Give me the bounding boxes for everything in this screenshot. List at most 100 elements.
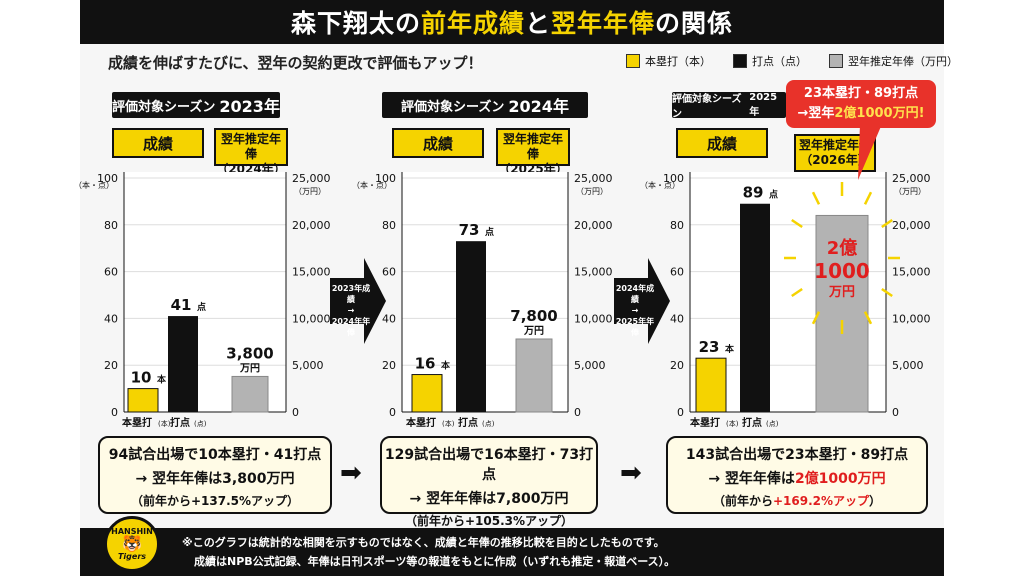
transition-arrow-text-1: 2023年成績 → 2024年年俸 [330,283,372,338]
data-label-home-runs: 23 [699,338,720,356]
category-unit: (本) [726,419,739,428]
right-axis-unit: （万円） [294,187,326,196]
next-arrow-icon: ➡ [340,458,362,488]
category-label-rbi: 打点 [170,416,190,429]
transition-arrow-text-2: 2024年成績 → 2025年年俸 [614,283,656,338]
salary-header: 翌年推定年俸 （2025年） [496,128,570,176]
data-label-rbi: 89 [743,184,764,202]
season-year: 2023年 [219,97,280,116]
legend-label: 本塁打（本） [645,55,711,68]
arrow-line: 2023年成績 [331,284,371,304]
season-year: 2024年 [508,97,569,116]
left-tick-label: 60 [382,266,396,279]
footer-line1: ※このグラフは統計的な相関を示すものではなく、成績と年俸の推移比較を目的としたも… [182,536,665,549]
highlight-ray [863,311,873,325]
summary-box-2024: 129試合出場で16本塁打・73打点 → 翌年年俸は7,800万円 （前年から+… [380,436,598,528]
bar-home-runs [411,374,443,413]
bar-home-runs [127,388,159,413]
summary-change: +169.2%アップ [772,494,870,508]
title-part: と [524,9,551,38]
legend-swatch-salary [829,54,843,68]
bar-salary [815,214,869,413]
right-tick-label: 15,000 [892,266,931,279]
title-highlight: 前年成績 [420,9,525,38]
bar-rbi [740,203,770,412]
left-tick-label: 100 [97,172,118,185]
right-axis-unit: （万円） [894,187,926,196]
left-tick-label: 100 [375,172,396,185]
season-label-text: 評価対象シーズン [112,99,216,115]
category-unit: (点) [766,420,779,428]
summary-change: +105.3%アップ [464,514,562,528]
summary-line2: → 翌年年俸は2億1000万円 [668,468,926,488]
left-tick-label: 80 [670,219,684,232]
summary-text: （前年から [404,514,465,528]
next-arrow-icon: ➡ [620,458,642,488]
category-label-hr: 本塁打 [406,416,436,429]
category-unit: (点) [482,420,495,428]
summary-line1: 94試合出場で10本塁打・41打点 [108,447,322,463]
footer-note: ※このグラフは統計的な相関を示すものではなく、成績と年俸の推移比較を目的としたも… [182,533,675,571]
category-label-rbi: 打点 [742,416,762,429]
right-tick-label: 5,000 [892,359,924,372]
highlight-ray [881,218,893,229]
bar-rbi [456,241,486,412]
data-label-salary-part: 1000 [814,259,870,283]
arrow-line: 2024年年俸 [331,317,371,337]
summary-salary: 2億1000万円 [794,471,886,487]
right-tick-label: 15,000 [574,266,613,279]
highlight-ray [863,191,873,205]
summary-salary: 3,800万円 [222,471,295,487]
season-year: 2025年 [749,92,778,118]
right-tick-label: 20,000 [292,219,331,232]
bar-home-runs [695,357,727,413]
title-part: 森下翔太の [290,9,421,38]
bar-rbi [168,316,198,412]
data-label-unit: 本 [157,374,167,386]
summary-line3: （前年から+137.5%アップ） [100,492,330,509]
highlight-ray [791,287,803,298]
summary-line2: → 翌年年俸は7,800万円 [382,488,596,508]
right-tick-label: 25,000 [292,172,331,185]
highlight-ray [881,287,893,298]
right-tick-label: 20,000 [892,219,931,232]
tiger-face-icon: 🐯 [122,534,142,553]
footer-bar [80,528,944,576]
subtitle: 成績を伸ばすたびに、翌年の契約更改で評価もアップ！ [108,54,483,72]
right-tick-label: 0 [892,406,899,419]
season-label-2024: 評価対象シーズン 2024年 [382,92,588,118]
summary-line2: → 翌年年俸は3,800万円 [100,468,330,488]
legend: 本塁打（本） 打点（点） 翌年推定年俸（万円） [626,53,980,69]
summary-text: ） [869,494,882,508]
left-tick-label: 0 [389,406,396,419]
season-label-text: 評価対象シーズン [672,94,742,120]
left-axis-unit: （本・点） [640,180,680,190]
summary-text: → 翌年年俸は [409,491,497,507]
left-tick-label: 40 [104,312,118,325]
summary-line3: （前年から+169.2%アップ） [668,492,926,509]
bar-salary [515,338,553,413]
legend-label: 打点（点） [752,55,807,68]
right-tick-label: 5,000 [292,359,324,372]
summary-text: ） [287,494,300,508]
summary-line1: 129試合出場で16本塁打・73打点 [384,447,594,483]
left-tick-label: 80 [104,219,118,232]
salary-header-year: （2026年） [800,153,870,167]
data-label-home-runs: 10 [131,369,152,387]
data-label-home-runs: 16 [415,355,436,373]
callout-line1: 23本塁打・89打点 [803,86,919,101]
category-unit: (本) [158,419,171,428]
data-label-rbi: 41 [171,296,192,314]
seiseki-header: 成績 [676,128,768,158]
data-label-unit: 本 [441,360,451,372]
right-tick-label: 0 [574,406,581,419]
bar-salary [231,375,269,413]
plot-area [124,172,286,412]
callout-line2: →翌年2億1000万円! [786,104,936,124]
left-tick-label: 80 [382,219,396,232]
summary-line3: （前年から+105.3%アップ） [382,512,596,529]
callout-bubble: 23本塁打・89打点 →翌年2億1000万円! [786,80,936,128]
callout-tail [858,124,882,180]
left-tick-label: 0 [111,406,118,419]
summary-text: （前年から [130,494,191,508]
